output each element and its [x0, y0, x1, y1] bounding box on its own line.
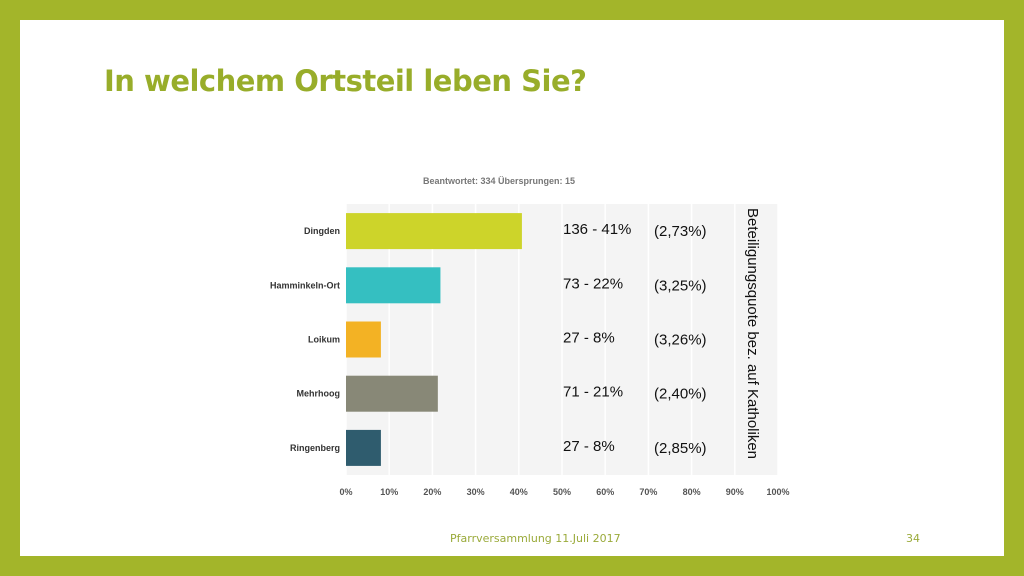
x-tick-label: 40%	[510, 487, 528, 497]
x-tick-label: 100%	[766, 487, 789, 497]
x-tick-label: 90%	[726, 487, 744, 497]
bar-annotation-rate: (3,25%)	[654, 277, 707, 294]
bar	[346, 375, 438, 412]
category-label: Loikum	[308, 335, 340, 345]
bar	[346, 321, 381, 358]
x-tick-label: 50%	[553, 487, 571, 497]
bar-annotation: 27 - 8%	[563, 330, 615, 347]
bar-annotation: 27 - 8%	[563, 438, 615, 455]
chart-subtitle: Beantwortet: 334 Übersprungen: 15	[423, 176, 575, 186]
bar-chart: 0% 10% 20% 30% 40% 50% 60% 70% 80% 90% 100% Beantwo…	[270, 176, 790, 497]
bar-annotation-rate: (2,85%)	[654, 440, 707, 457]
x-tick-label: 80%	[683, 487, 701, 497]
x-tick-label: 10%	[380, 487, 398, 497]
x-tick-label: 20%	[423, 487, 441, 497]
category-label: Ringenberg	[290, 443, 340, 453]
bar-annotation-rate: (3,26%)	[654, 332, 707, 349]
bar	[346, 429, 381, 466]
bar-annotation: 73 - 22%	[563, 275, 623, 292]
side-label: Beteiligungsquote bez. auf Katholiken	[744, 208, 761, 459]
bar-annotation-rate: (2,40%)	[654, 386, 707, 403]
slide: In welchem Ortsteil leben Sie? 0% 10% 20% 3…	[20, 20, 1004, 556]
bar-annotation-rate: (2,73%)	[654, 223, 707, 240]
bar-annotation: 71 - 21%	[563, 384, 623, 401]
footer-text: Pfarrversammlung 11.Juli 2017	[450, 532, 621, 545]
category-label: Hamminkeln-Ort	[270, 280, 340, 290]
x-tick-label: 70%	[639, 487, 657, 497]
bar-annotation: 136 - 41%	[563, 221, 631, 238]
x-tick-label: 0%	[339, 487, 352, 497]
category-label: Mehrhoog	[297, 389, 341, 399]
bar	[346, 267, 441, 304]
page-number: 34	[906, 532, 920, 545]
x-tick-label: 60%	[596, 487, 614, 497]
x-tick-label: 30%	[467, 487, 485, 497]
slide-title: In welchem Ortsteil leben Sie?	[104, 64, 587, 98]
category-label: Dingden	[304, 226, 340, 236]
bar	[346, 213, 522, 250]
chart: 0% 10% 20% 30% 40% 50% 60% 70% 80% 90% 100% Beantwo…	[20, 20, 1004, 556]
